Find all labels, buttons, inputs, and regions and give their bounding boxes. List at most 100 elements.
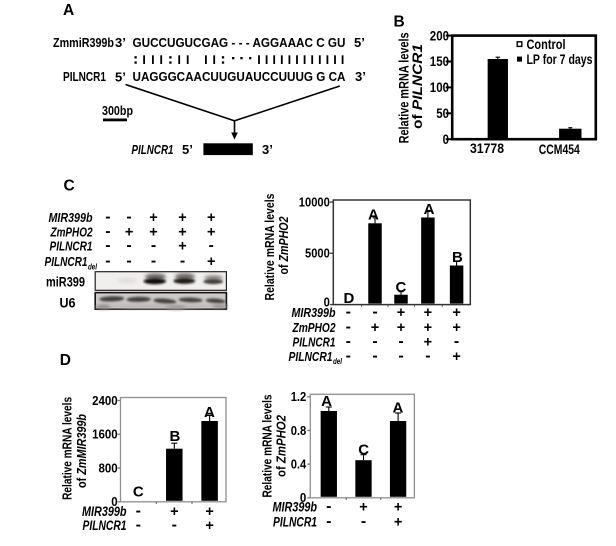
svg-text:-: - [454,333,459,350]
svg-text:+: + [205,504,213,520]
svg-text:A: A [392,400,403,417]
svg-text:-: - [105,237,110,254]
svg-text:1.2: 1.2 [291,390,307,404]
svg-text:A: A [368,206,379,223]
svg-text:+: + [125,225,133,241]
svg-text:-: - [326,513,331,530]
svg-text:+: + [394,500,402,516]
svg-text:-: - [346,318,351,335]
svg-text:UAGGGCAACUUGUAUCCUUUG G CA: UAGGGCAACUUGUAUCCUUUG G CA [133,70,346,84]
svg-text:-: - [209,237,214,254]
svg-text:+: + [397,320,405,336]
svg-text:of PILNCR1: of PILNCR1 [410,44,425,129]
svg-text:5’: 5’ [182,142,193,157]
svg-text:-: - [126,209,131,226]
svg-text:+: + [170,504,178,520]
svg-text:5000: 5000 [305,247,330,261]
svg-text:-: - [105,223,110,240]
svg-text:+: + [452,320,460,336]
svg-text:+: + [178,225,186,241]
svg-text:ZmmiR399b: ZmmiR399b [53,35,114,50]
svg-text:-: - [151,237,156,254]
svg-text:MIR399b: MIR399b [49,210,93,225]
svg-text:-: - [425,348,430,365]
svg-text:-: - [105,209,110,226]
svg-text:of ZmMIR399b: of ZmMIR399b [75,414,89,488]
svg-text:LP for 7 days: LP for 7 days [527,52,593,67]
svg-text:-: - [126,237,131,254]
svg-text:0: 0 [443,132,449,147]
svg-text:B: B [394,14,405,31]
svg-text:5’: 5’ [354,35,365,50]
svg-text:200: 200 [430,28,449,43]
svg-text:3’: 3’ [262,142,273,157]
svg-text:B: B [169,428,180,445]
svg-text:Relative mRNA levels: Relative mRNA levels [397,32,412,143]
svg-text:ZmPHO2: ZmPHO2 [292,320,336,335]
svg-text:A: A [424,201,435,218]
svg-text:PILNCR1: PILNCR1 [289,349,333,364]
svg-text:ZmPHO2: ZmPHO2 [50,225,93,240]
svg-text:A: A [63,2,74,19]
svg-text:GUCCUGUCGAG - - - AGGAAAC C GU: GUCCUGUCGAG - - - AGGAAAC C GU [133,36,346,50]
svg-text:-: - [361,513,366,530]
svg-text:-: - [151,253,156,270]
svg-text:Relative mRNA levels: Relative mRNA levels [261,394,275,497]
svg-text:-: - [398,348,403,365]
svg-text:+: + [207,254,215,270]
svg-text:300bp: 300bp [102,103,133,118]
svg-text:of ZmPHO2: of ZmPHO2 [275,415,289,477]
svg-text:PILNCR1: PILNCR1 [83,518,127,533]
svg-text:0.4: 0.4 [291,458,307,472]
svg-text:+: + [452,305,460,321]
svg-text:PILNCR1: PILNCR1 [50,239,93,254]
svg-text:A: A [204,404,215,421]
svg-text:C: C [64,177,75,194]
svg-text:10000: 10000 [299,195,330,209]
svg-text:D: D [343,290,354,307]
svg-text:D: D [60,352,71,369]
svg-text:1600: 1600 [92,428,118,442]
svg-text:A: A [321,393,332,410]
svg-text:+: + [359,500,367,516]
svg-text:31778: 31778 [470,140,504,156]
svg-text:800: 800 [99,461,118,475]
svg-text:3’: 3’ [355,69,366,84]
svg-text:Relative mRNA levels: Relative mRNA levels [61,397,75,500]
svg-text:-: - [180,253,185,270]
svg-text:MIR399b: MIR399b [82,504,127,519]
svg-text:del: del [88,261,97,271]
svg-text:-: - [398,333,403,350]
svg-text:0: 0 [324,296,330,310]
svg-text:C: C [358,442,369,459]
svg-text:+: + [424,305,432,321]
svg-text:B: B [452,249,463,266]
svg-text:C: C [395,279,406,296]
svg-text:-: - [326,498,331,515]
svg-text:PILNCR1: PILNCR1 [293,335,336,350]
svg-text:-: - [172,516,177,533]
svg-text:+: + [178,239,186,255]
svg-text:MIR399b: MIR399b [273,500,318,515]
svg-text:U6: U6 [60,295,76,311]
svg-text:of ZmPHO2: of ZmPHO2 [277,216,291,274]
svg-text:PILNCR1: PILNCR1 [273,514,317,529]
svg-text:PILNCR1: PILNCR1 [132,142,174,157]
svg-text:+: + [452,349,460,365]
svg-text:-: - [105,253,110,270]
svg-text:+: + [371,320,379,336]
svg-text:C: C [133,484,144,501]
svg-text:-: - [346,348,351,365]
svg-text:0: 0 [111,495,117,509]
svg-text:+: + [424,335,432,351]
svg-text:miR399: miR399 [46,274,85,290]
svg-text:+: + [207,225,215,241]
svg-text:3’: 3’ [115,35,126,50]
svg-text:+: + [394,514,402,530]
svg-text:-: - [136,503,141,520]
svg-text:CCM454: CCM454 [539,141,580,157]
svg-text:-: - [372,348,377,365]
svg-text:50: 50 [436,106,449,121]
svg-text:-: - [372,333,377,350]
svg-text:+: + [149,225,157,241]
